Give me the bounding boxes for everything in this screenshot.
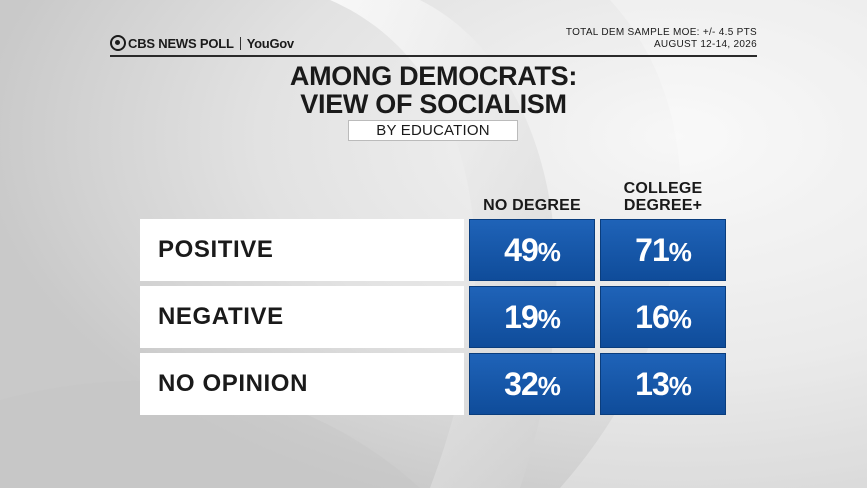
value-cell: 32%: [469, 353, 595, 415]
divider: [239, 36, 241, 50]
title-line-1: AMONG DEMOCRATS:: [289, 61, 578, 91]
value-number: 16: [635, 299, 670, 335]
value-cell: 13%: [600, 353, 726, 415]
logo: CBS NEWS POLL YouGov: [110, 34, 294, 52]
value-number: 19: [504, 299, 539, 335]
column-header-line2: DEGREE+: [623, 197, 703, 214]
column-header-line1: COLLEGE: [623, 180, 703, 197]
value-cell: 16%: [600, 286, 726, 348]
row-label: NEGATIVE: [140, 286, 464, 348]
value-unit: %: [668, 237, 692, 267]
value-cell: 49%: [469, 219, 595, 281]
column-header-line2: NO DEGREE: [483, 197, 581, 214]
value-unit: %: [537, 237, 561, 267]
value-number: 49: [504, 232, 539, 268]
chart-title: AMONG DEMOCRATS: VIEW OF SOCIALISM: [220, 62, 647, 118]
moe-text: TOTAL DEM SAMPLE MOE: +/- 4.5 PTS: [565, 27, 757, 38]
value-unit: %: [668, 371, 692, 401]
header-rule: [110, 55, 757, 57]
cbs-eye-icon: [110, 35, 126, 51]
partner-name: YouGov: [246, 35, 294, 51]
value-unit: %: [537, 304, 561, 334]
column-header-1: COLLEGE DEGREE+: [600, 180, 726, 214]
value-unit: %: [537, 371, 561, 401]
value-number: 13: [635, 366, 670, 402]
value-cell: 19%: [469, 286, 595, 348]
value-cell: 71%: [600, 219, 726, 281]
poll-meta: TOTAL DEM SAMPLE MOE: +/- 4.5 PTS AUGUST…: [566, 27, 757, 51]
row-label: POSITIVE: [140, 219, 464, 281]
brand-name: CBS NEWS POLL: [128, 35, 234, 51]
column-header-0: NO DEGREE: [469, 197, 595, 214]
date-text: AUGUST 12-14, 2026: [653, 39, 757, 50]
header: CBS NEWS POLL YouGov TOTAL DEM SAMPLE MO…: [110, 27, 757, 56]
value-unit: %: [668, 304, 692, 334]
chart-subtitle: BY EDUCATION: [348, 120, 518, 141]
value-number: 32: [504, 366, 539, 402]
value-number: 71: [635, 232, 670, 268]
row-label: NO OPINION: [140, 353, 464, 415]
title-line-2: VIEW OF SOCIALISM: [300, 89, 567, 119]
